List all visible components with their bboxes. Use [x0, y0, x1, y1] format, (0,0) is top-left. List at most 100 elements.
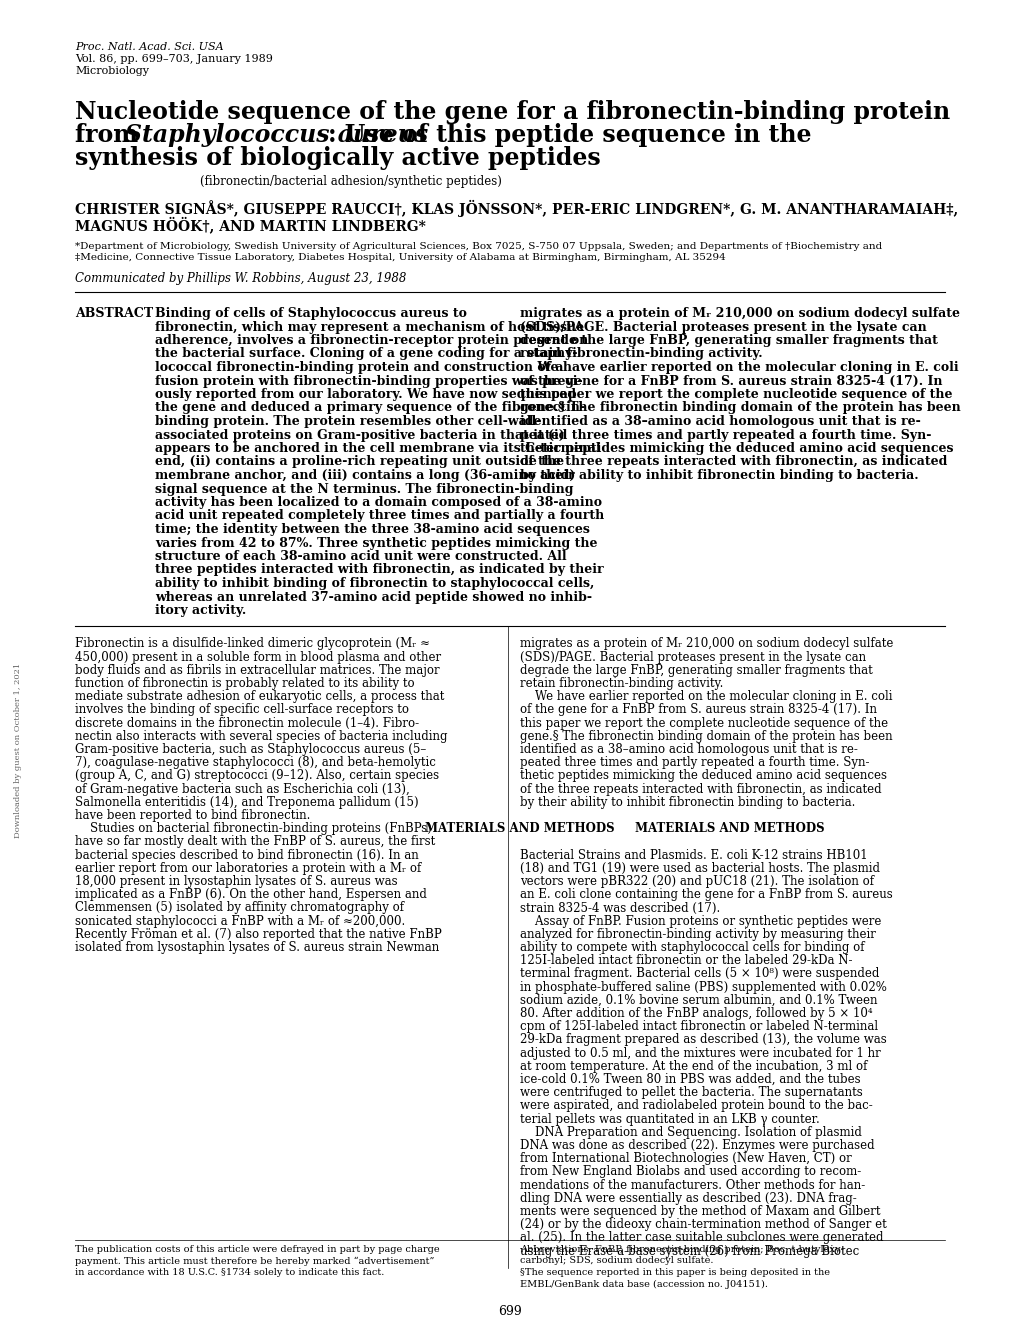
Text: Fibronectin is a disulfide-linked dimeric glycoprotein (Mᵣ ≈: Fibronectin is a disulfide-linked dimeri…: [75, 638, 430, 651]
Text: vectors were pBR322 (20) and pUC18 (21). The isolation of: vectors were pBR322 (20) and pUC18 (21).…: [520, 875, 873, 888]
Text: MATERIALS AND METHODS: MATERIALS AND METHODS: [425, 822, 614, 836]
Text: ously reported from our laboratory. We have now sequenced: ously reported from our laboratory. We h…: [155, 388, 576, 401]
Text: in phosphate-buffered saline (PBS) supplemented with 0.02%: in phosphate-buffered saline (PBS) suppl…: [520, 981, 886, 994]
Text: DNA was done as described (22). Enzymes were purchased: DNA was done as described (22). Enzymes …: [520, 1139, 873, 1152]
Text: terial pellets was quantitated in an LKB γ counter.: terial pellets was quantitated in an LKB…: [520, 1113, 819, 1126]
Text: of the gene for a FnBP from S. aureus strain 8325-4 (17). In: of the gene for a FnBP from S. aureus st…: [520, 375, 942, 388]
Text: strain 8325-4 was described (17).: strain 8325-4 was described (17).: [520, 902, 719, 915]
Text: The publication costs of this article were defrayed in part by page charge
payme: The publication costs of this article we…: [75, 1245, 439, 1278]
Text: end, (ii) contains a proline-rich repeating unit outside the: end, (ii) contains a proline-rich repeat…: [155, 455, 564, 469]
Text: body fluids and as fibrils in extracellular matrices. The major: body fluids and as fibrils in extracellu…: [75, 664, 439, 677]
Text: varies from 42 to 87%. Three synthetic peptides mimicking the: varies from 42 to 87%. Three synthetic p…: [155, 536, 597, 549]
Text: degrade the large FnBP, generating smaller fragments that: degrade the large FnBP, generating small…: [520, 334, 936, 347]
Text: by their ability to inhibit fibronectin binding to bacteria.: by their ability to inhibit fibronectin …: [520, 796, 855, 809]
Text: ability to inhibit binding of fibronectin to staphylococcal cells,: ability to inhibit binding of fibronecti…: [155, 577, 594, 590]
Text: isolated from lysostaphin lysates of S. aureus strain Newman: isolated from lysostaphin lysates of S. …: [75, 941, 439, 954]
Text: gene.§ The fibronectin binding domain of the protein has been: gene.§ The fibronectin binding domain of…: [520, 401, 960, 414]
Text: Binding of cells of Staphylococcus aureus to: Binding of cells of Staphylococcus aureu…: [155, 308, 467, 319]
Text: (SDS)/PAGE. Bacterial proteases present in the lysate can: (SDS)/PAGE. Bacterial proteases present …: [520, 651, 865, 664]
Text: ‡Medicine, Connective Tissue Laboratory, Diabetes Hospital, University of Alabam: ‡Medicine, Connective Tissue Laboratory,…: [75, 253, 726, 261]
Text: of Gram-negative bacteria such as Escherichia coli (13),: of Gram-negative bacteria such as Escher…: [75, 783, 410, 796]
Text: Communicated by Phillips W. Robbins, August 23, 1988: Communicated by Phillips W. Robbins, Aug…: [75, 272, 406, 285]
Text: three peptides interacted with fibronectin, as indicated by their: three peptides interacted with fibronect…: [155, 564, 603, 577]
Text: acid unit repeated completely three times and partially a fourth: acid unit repeated completely three time…: [155, 510, 603, 523]
Text: Assay of FnBP. Fusion proteins or synthetic peptides were: Assay of FnBP. Fusion proteins or synthe…: [520, 915, 880, 928]
Text: nectin also interacts with several species of bacteria including: nectin also interacts with several speci…: [75, 730, 447, 743]
Text: binding protein. The protein resembles other cell-wall-: binding protein. The protein resembles o…: [155, 414, 541, 428]
Text: ments were sequenced by the method of Maxam and Gilbert: ments were sequenced by the method of Ma…: [520, 1205, 879, 1218]
Text: 80. After addition of the FnBP analogs, followed by 5 × 10⁴: 80. After addition of the FnBP analogs, …: [520, 1007, 872, 1020]
Text: retain fibronectin-binding activity.: retain fibronectin-binding activity.: [520, 347, 762, 360]
Text: (fibronectin/bacterial adhesion/synthetic peptides): (fibronectin/bacterial adhesion/syntheti…: [200, 176, 501, 187]
Text: mediate substrate adhesion of eukaryotic cells, a process that: mediate substrate adhesion of eukaryotic…: [75, 690, 444, 704]
Text: gene.§ The fibronectin binding domain of the protein has been: gene.§ The fibronectin binding domain of…: [520, 730, 892, 743]
Text: from New England Biolabs and used according to recom-: from New England Biolabs and used accord…: [520, 1166, 860, 1179]
Text: thetic peptides mimicking the deduced amino acid sequences: thetic peptides mimicking the deduced am…: [520, 442, 953, 455]
Text: 125I-labeled intact fibronectin or the labeled 29-kDa N-: 125I-labeled intact fibronectin or the l…: [520, 954, 852, 968]
Text: this paper we report the complete nucleotide sequence of the: this paper we report the complete nucleo…: [520, 717, 888, 730]
Text: Downloaded by guest on October 1, 2021: Downloaded by guest on October 1, 2021: [14, 663, 22, 838]
Text: 7), coagulase-negative staphylococci (8), and beta-hemolytic: 7), coagulase-negative staphylococci (8)…: [75, 756, 435, 770]
Text: Recently Fröman et al. (7) also reported that the native FnBP: Recently Fröman et al. (7) also reported…: [75, 928, 441, 941]
Text: of the three repeats interacted with fibronectin, as indicated: of the three repeats interacted with fib…: [520, 783, 880, 796]
Text: Vol. 86, pp. 699–703, January 1989: Vol. 86, pp. 699–703, January 1989: [75, 54, 273, 63]
Text: 18,000 present in lysostaphin lysates of S. aureus was: 18,000 present in lysostaphin lysates of…: [75, 875, 397, 888]
Text: bacterial species described to bind fibronectin (16). In an: bacterial species described to bind fibr…: [75, 849, 419, 862]
Text: fibronectin, which may represent a mechanism of host tissue: fibronectin, which may represent a mecha…: [155, 321, 584, 334]
Text: (24) or by the dideoxy chain-termination method of Sanger et: (24) or by the dideoxy chain-termination…: [520, 1218, 886, 1232]
Text: 699: 699: [497, 1305, 522, 1317]
Text: an E. coli clone containing the gene for a FnBP from S. aureus: an E. coli clone containing the gene for…: [520, 888, 892, 902]
Text: retain fibronectin-binding activity.: retain fibronectin-binding activity.: [520, 677, 722, 690]
Text: were aspirated, and radiolabeled protein bound to the bac-: were aspirated, and radiolabeled protein…: [520, 1100, 872, 1113]
Text: Proc. Natl. Acad. Sci. USA: Proc. Natl. Acad. Sci. USA: [75, 42, 223, 51]
Text: from: from: [75, 123, 147, 147]
Text: fusion protein with fibronectin-binding properties was previ-: fusion protein with fibronectin-binding …: [155, 375, 582, 388]
Text: MAGNUS HÖÖK†, AND MARTIN LINDBERG*: MAGNUS HÖÖK†, AND MARTIN LINDBERG*: [75, 216, 426, 232]
Text: peated three times and partly repeated a fourth time. Syn-: peated three times and partly repeated a…: [520, 756, 868, 770]
Text: MATERIALS AND METHODS: MATERIALS AND METHODS: [635, 822, 824, 836]
Text: Studies on bacterial fibronectin-binding proteins (FnBPs): Studies on bacterial fibronectin-binding…: [75, 822, 431, 836]
Text: at room temperature. At the end of the incubation, 3 ml of: at room temperature. At the end of the i…: [520, 1060, 866, 1073]
Text: involves the binding of specific cell-surface receptors to: involves the binding of specific cell-su…: [75, 704, 409, 717]
Text: sodium azide, 0.1% bovine serum albumin, and 0.1% Tween: sodium azide, 0.1% bovine serum albumin,…: [520, 994, 876, 1007]
Text: degrade the large FnBP, generating smaller fragments that: degrade the large FnBP, generating small…: [520, 664, 872, 677]
Text: of the gene for a FnBP from S. aureus strain 8325-4 (17). In: of the gene for a FnBP from S. aureus st…: [520, 704, 876, 717]
Text: Abbreviations: FnBP, fibronectin-binding protein; Boc, t-butyloxy-
carbonyl; SDS: Abbreviations: FnBP, fibronectin-binding…: [520, 1245, 843, 1288]
Text: from International Biotechnologies (New Haven, CT) or: from International Biotechnologies (New …: [520, 1152, 851, 1166]
Text: : Use of this peptide sequence in the: : Use of this peptide sequence in the: [328, 123, 811, 147]
Text: DNA Preparation and Sequencing. Isolation of plasmid: DNA Preparation and Sequencing. Isolatio…: [520, 1126, 861, 1139]
Text: 29-kDa fragment prepared as described (13), the volume was: 29-kDa fragment prepared as described (1…: [520, 1034, 886, 1047]
Text: time; the identity between the three 38-amino acid sequences: time; the identity between the three 38-…: [155, 523, 589, 536]
Text: discrete domains in the fibronectin molecule (1–4). Fibro-: discrete domains in the fibronectin mole…: [75, 717, 419, 730]
Text: Microbiology: Microbiology: [75, 66, 149, 77]
Text: mendations of the manufacturers. Other methods for han-: mendations of the manufacturers. Other m…: [520, 1179, 864, 1192]
Text: identified as a 38–amino acid homologous unit that is re-: identified as a 38–amino acid homologous…: [520, 414, 920, 428]
Text: have been reported to bind fibronectin.: have been reported to bind fibronectin.: [75, 809, 310, 822]
Text: structure of each 38-amino acid unit were constructed. All: structure of each 38-amino acid unit wer…: [155, 550, 567, 564]
Text: Clemmensen (5) isolated by affinity chromatography of: Clemmensen (5) isolated by affinity chro…: [75, 902, 404, 915]
Text: membrane anchor, and (iii) contains a long (36-amino acid): membrane anchor, and (iii) contains a lo…: [155, 469, 575, 482]
Text: (SDS)/PAGE. Bacterial proteases present in the lysate can: (SDS)/PAGE. Bacterial proteases present …: [520, 321, 926, 334]
Text: ABSTRACT: ABSTRACT: [75, 308, 153, 319]
Text: CHRISTER SIGNÅS*, GIUSEPPE RAUCCI†, KLAS JÖNSSON*, PER-ERIC LINDGREN*, G. M. ANA: CHRISTER SIGNÅS*, GIUSEPPE RAUCCI†, KLAS…: [75, 201, 957, 218]
Text: Salmonella enteritidis (14), and Treponema pallidum (15): Salmonella enteritidis (14), and Trepone…: [75, 796, 418, 809]
Text: cpm of 125I-labeled intact fibronectin or labeled N-terminal: cpm of 125I-labeled intact fibronectin o…: [520, 1020, 877, 1034]
Text: using the Erase-a-base system (26) from Promega Biotec: using the Erase-a-base system (26) from …: [520, 1245, 858, 1258]
Text: the gene and deduced a primary sequence of the fibronectin-: the gene and deduced a primary sequence …: [155, 401, 585, 414]
Text: ability to compete with staphylococcal cells for binding of: ability to compete with staphylococcal c…: [520, 941, 864, 954]
Text: the bacterial surface. Cloning of a gene coding for a staphy-: the bacterial surface. Cloning of a gene…: [155, 347, 577, 360]
Text: were centrifuged to pellet the bacteria. The supernatants: were centrifuged to pellet the bacteria.…: [520, 1086, 862, 1100]
Text: function of fibronectin is probably related to its ability to: function of fibronectin is probably rela…: [75, 677, 414, 690]
Text: peated three times and partly repeated a fourth time. Syn-: peated three times and partly repeated a…: [520, 429, 930, 441]
Text: have so far mostly dealt with the FnBP of S. aureus, the first: have so far mostly dealt with the FnBP o…: [75, 836, 435, 849]
Text: by their ability to inhibit fibronectin binding to bacteria.: by their ability to inhibit fibronectin …: [520, 469, 918, 482]
Text: (group A, C, and G) streptococci (9–12). Also, certain species: (group A, C, and G) streptococci (9–12).…: [75, 770, 439, 783]
Text: We have earlier reported on the molecular cloning in E. coli: We have earlier reported on the molecula…: [520, 360, 958, 374]
Text: earlier report from our laboratories a protein with a Mᵣ of: earlier report from our laboratories a p…: [75, 862, 421, 875]
Text: activity has been localized to a domain composed of a 38-amino: activity has been localized to a domain …: [155, 496, 601, 510]
Text: (18) and TG1 (19) were used as bacterial hosts. The plasmid: (18) and TG1 (19) were used as bacterial…: [520, 862, 879, 875]
Text: migrates as a protein of Mᵣ 210,000 on sodium dodecyl sulfate: migrates as a protein of Mᵣ 210,000 on s…: [520, 638, 893, 651]
Text: Bacterial Strains and Plasmids. E. coli K-12 strains HB101: Bacterial Strains and Plasmids. E. coli …: [520, 849, 867, 862]
Text: identified as a 38–amino acid homologous unit that is re-: identified as a 38–amino acid homologous…: [520, 743, 857, 756]
Text: lococcal fibronectin-binding protein and construction of a: lococcal fibronectin-binding protein and…: [155, 360, 562, 374]
